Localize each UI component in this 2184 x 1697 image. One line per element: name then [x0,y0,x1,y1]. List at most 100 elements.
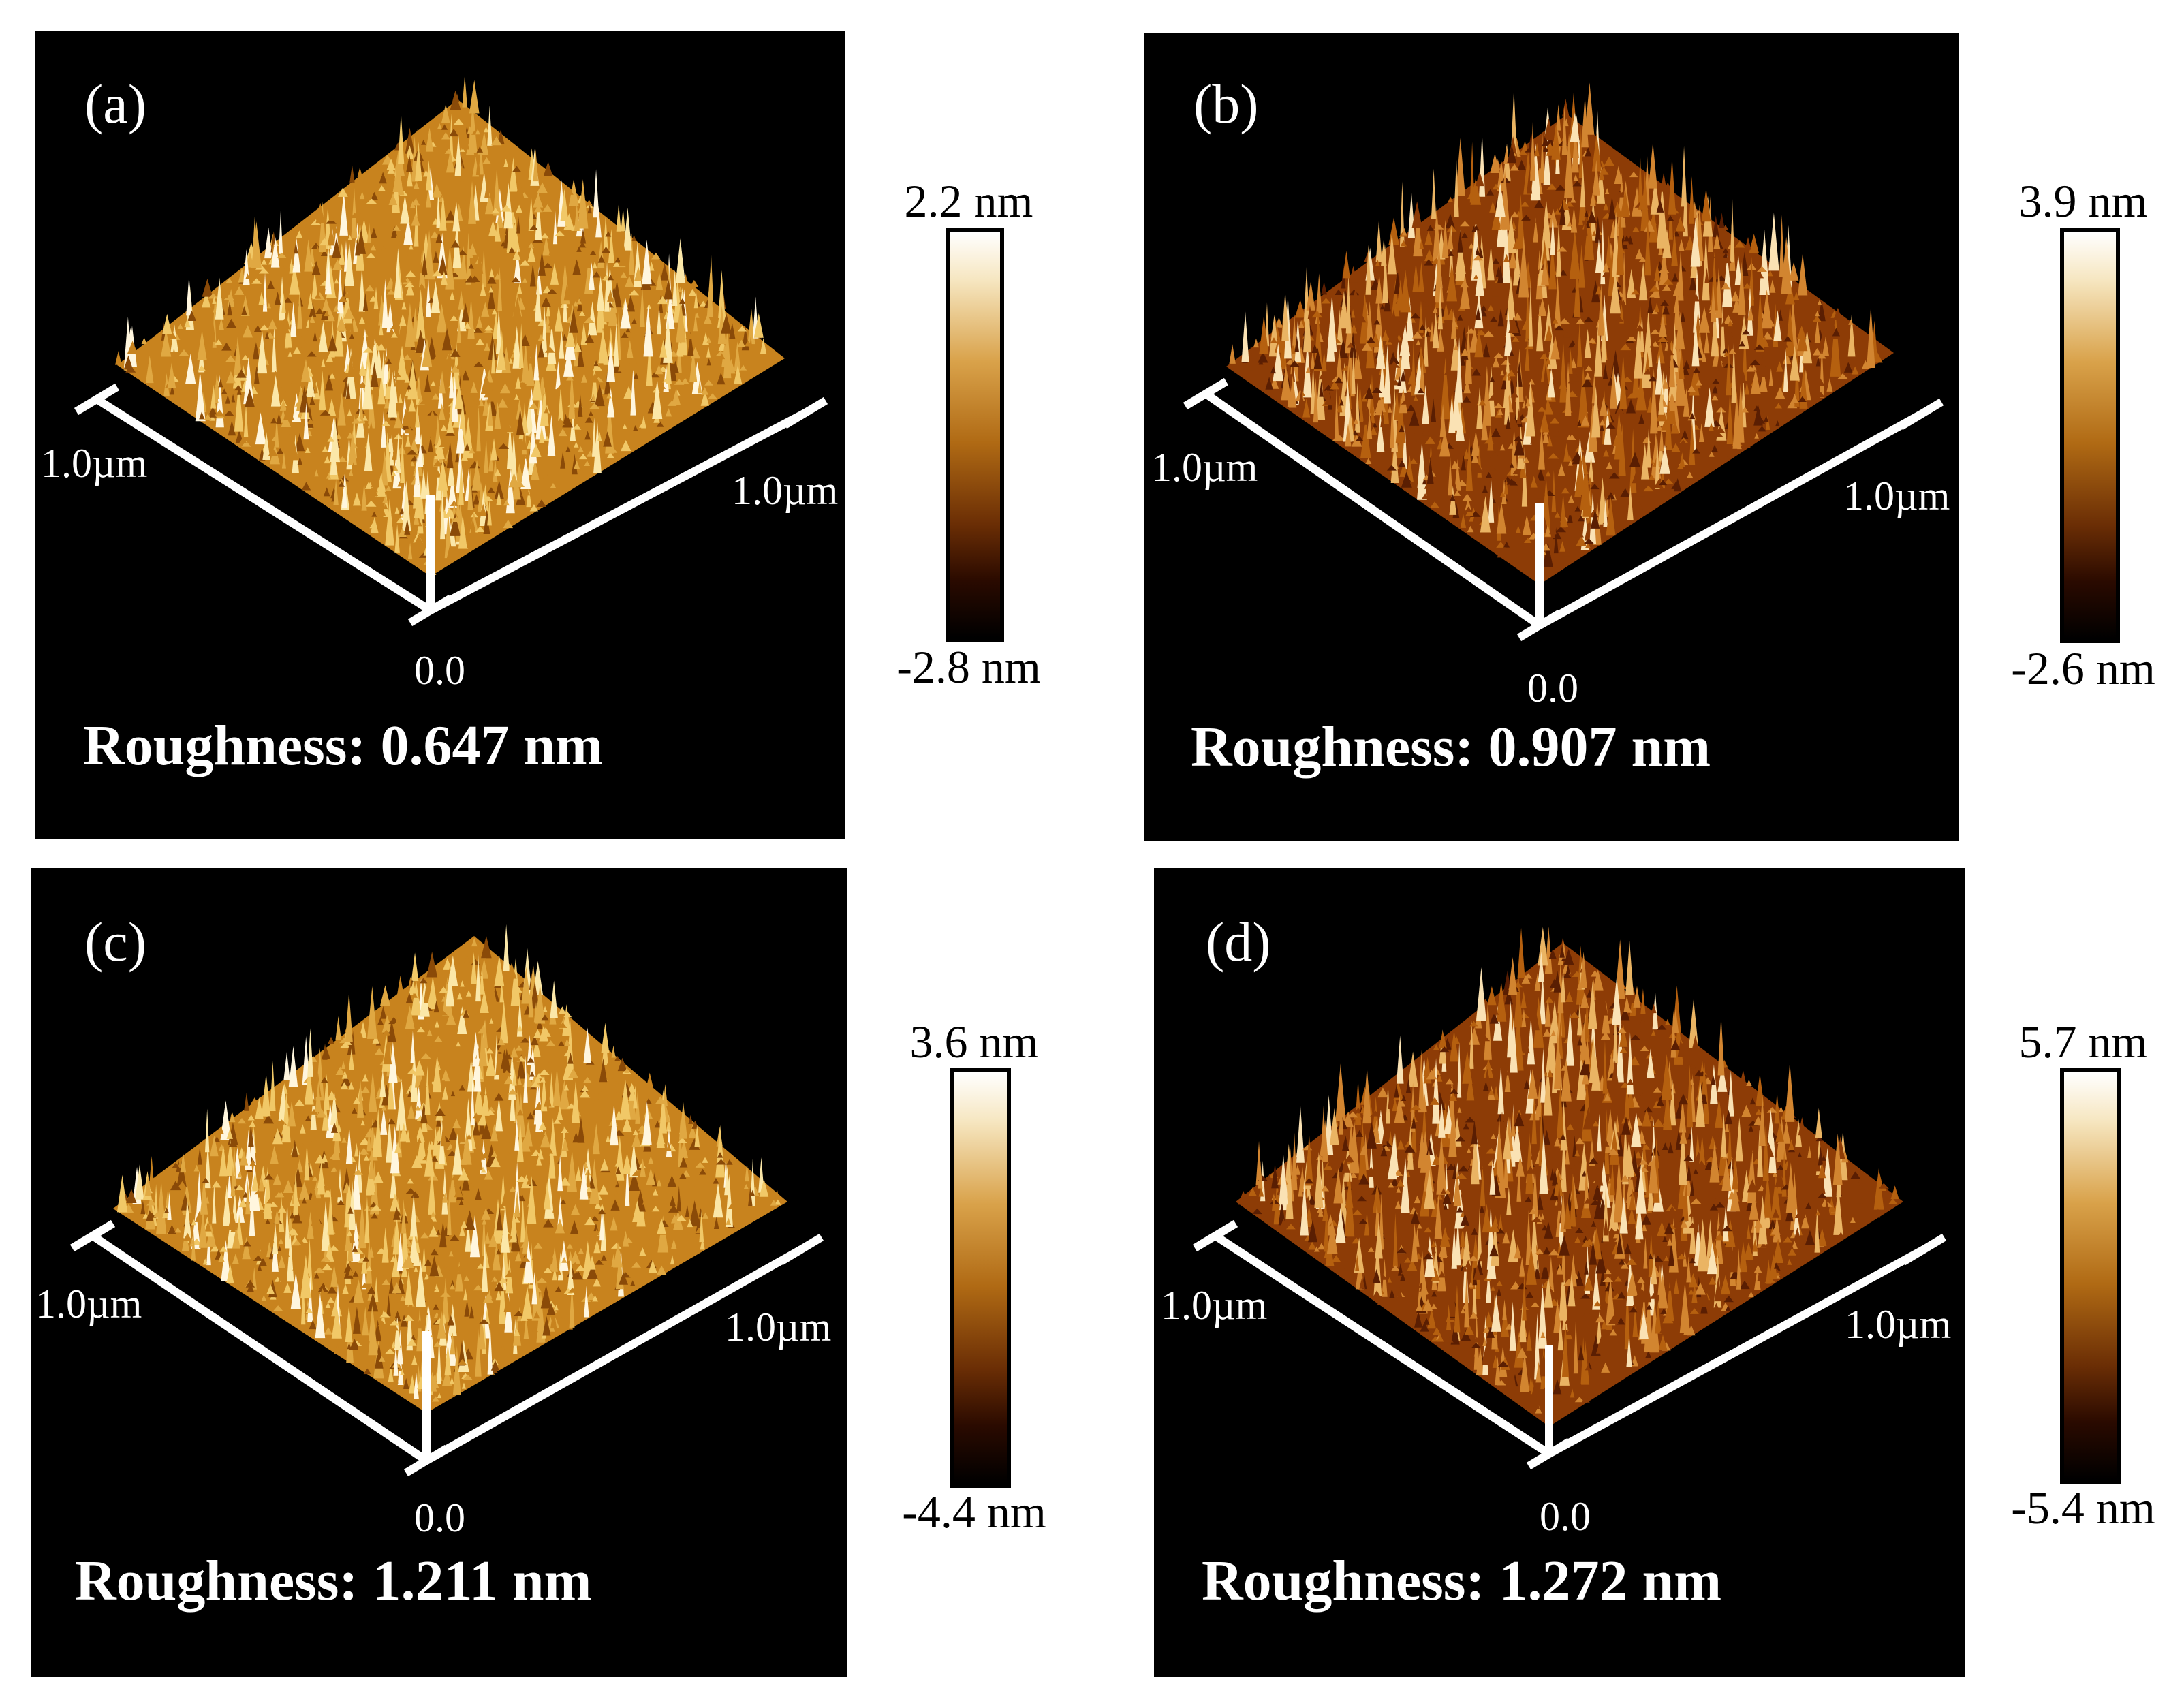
surface-spike [1459,280,1469,288]
surface-spike [1468,243,1474,249]
surface-spike [566,1243,573,1249]
surface-spike [655,1096,666,1104]
surface-spike [1650,328,1660,334]
surface-spike [196,1170,203,1219]
surface-spike [304,1064,314,1105]
surface-spike [1429,321,1435,342]
surface-spike [1606,497,1616,536]
surface-spike [390,1193,401,1212]
surface-spike [236,386,242,395]
surface-spike [540,232,550,239]
axis-tick [407,594,454,627]
surface-spike [225,355,236,363]
surface-spike [695,1162,705,1168]
surface-spike [1738,262,1746,315]
surface-spike [353,1169,364,1175]
surface-spike [1642,1221,1647,1232]
surface-spike [1775,420,1780,426]
surface-spike [514,1328,520,1336]
surface-spike [1367,336,1375,343]
surface-spike [681,377,689,384]
surface-spike [1693,1168,1698,1174]
surface-spike [407,1338,417,1346]
surface-spike [433,459,443,467]
surface-spike [516,408,525,435]
surface-spike [349,1181,356,1230]
surface-spike [415,1085,423,1120]
surface-spike [1585,365,1593,371]
surface-spike [321,306,329,320]
surface-spike [325,1302,331,1308]
surface-spike [404,420,413,434]
surface-spike [1469,315,1474,321]
surface-spike [1583,316,1594,322]
surface-spike [365,500,377,507]
surface-spike [584,334,595,344]
surface-spike [558,386,563,421]
surface-spike [1651,341,1659,347]
surface-spike [1748,1125,1753,1132]
surface-spike [540,386,549,426]
surface-spike [512,367,519,379]
surface-spike [1335,376,1343,384]
surface-spike [404,372,410,383]
surface-spike [1616,1133,1624,1157]
surface-spike [1390,399,1395,448]
surface-spike [1365,458,1372,464]
surface-spike [442,1369,452,1386]
surface-spike [1664,1018,1670,1025]
surface-spike [1516,362,1520,420]
surface-spike [656,1178,662,1187]
surface-spike [1321,298,1331,304]
surface-spike [354,1142,359,1157]
surface-spike [222,1185,231,1226]
surface-spike [1643,1106,1653,1113]
surface-spike [627,340,634,358]
surface-spike [575,1166,582,1182]
surface-spike [452,1133,463,1175]
surface-spike [392,1297,401,1313]
surface-spike [198,1209,208,1248]
surface-spike [317,1285,329,1292]
surface-spike [1394,269,1401,294]
surface-spike [298,347,305,358]
surface-spike [1427,1308,1436,1329]
surface-spike [1735,1232,1743,1243]
surface-spike [1281,365,1292,401]
axis-tick [778,1233,824,1266]
surface-spike [1872,352,1883,363]
surface-spike [1653,480,1664,489]
surface-spike [1258,358,1264,365]
surface-spike [212,1183,217,1224]
surface-spike [342,1283,349,1294]
surface-spike [1447,1283,1456,1308]
surface-spike [409,1193,418,1237]
surface-spike [629,356,638,366]
surface-spike [1791,1241,1798,1249]
surface-spike [349,315,354,340]
surface-spike [542,1006,548,1012]
surface-spike [1354,1079,1362,1125]
surface-spike [514,1283,525,1290]
surface-spike [1495,981,1507,1022]
surface-spike [1672,273,1679,282]
surface-spike [1488,478,1495,523]
surface-spike [448,454,455,486]
surface-spike [1666,392,1678,411]
surface-spike [744,341,753,347]
surface-spike [482,1293,494,1303]
surface-spike [388,193,398,206]
surface-spike [1450,494,1456,501]
surface-spike [1375,275,1383,304]
surface-spike [1674,478,1682,492]
surface-spike [1555,184,1566,191]
surface-spike [413,1371,419,1399]
surface-spike [262,432,270,461]
surface-spike [391,1341,396,1349]
surface-spike [371,1213,378,1219]
surface-spike [452,201,461,232]
surface-spike [515,204,523,214]
surface-spike [1381,238,1387,266]
surface-spike [1495,159,1500,170]
surface-spike [228,1209,237,1230]
